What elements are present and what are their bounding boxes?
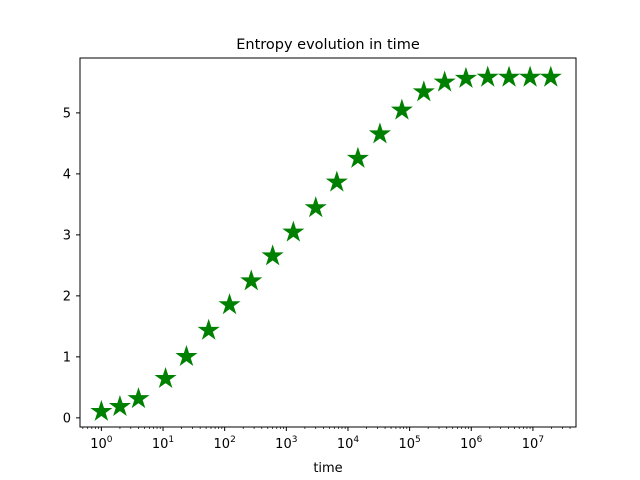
- data-point-star: [454, 66, 477, 88]
- y-tick-label: 3: [63, 228, 71, 243]
- x-tick-label-base: 10: [90, 437, 107, 452]
- data-point-star: [476, 65, 499, 87]
- data-point-star: [412, 80, 435, 102]
- y-tick-label: 1: [63, 350, 71, 365]
- data-point-star: [261, 244, 284, 266]
- x-tick-label-base: 10: [522, 437, 539, 452]
- y-tick-label: 5: [63, 106, 71, 121]
- data-point-star: [346, 146, 369, 168]
- x-tick-label-exponent: 1: [168, 435, 174, 445]
- data-point-star: [240, 269, 263, 291]
- x-tick-label: 106: [460, 435, 483, 452]
- data-point-star: [539, 65, 562, 87]
- data-point-star: [325, 170, 348, 192]
- x-tick-label-base: 10: [460, 437, 477, 452]
- data-point-star: [218, 293, 241, 315]
- x-tick-label-base: 10: [152, 437, 169, 452]
- data-points: [90, 65, 562, 421]
- data-point-star: [519, 65, 542, 87]
- x-tick-label-exponent: 0: [107, 435, 113, 445]
- y-axis: 0 1 2 3 4 5: [63, 106, 80, 426]
- plot-frame: [79, 57, 577, 428]
- data-point-star: [304, 196, 327, 218]
- x-tick-label-exponent: 3: [292, 435, 298, 445]
- x-tick-label: 105: [398, 435, 420, 452]
- data-point-star: [154, 366, 177, 388]
- y-tick-label: 4: [63, 167, 71, 182]
- x-tick-label-base: 10: [398, 437, 415, 452]
- x-tick-label: 102: [214, 435, 236, 452]
- x-tick-label: 107: [522, 435, 544, 452]
- x-tick-label-exponent: 7: [538, 435, 544, 445]
- data-point-star: [497, 65, 521, 87]
- x-tick-label-base: 10: [214, 437, 231, 452]
- x-tick-label-exponent: 2: [230, 435, 236, 445]
- data-point-star: [197, 318, 220, 340]
- x-axis-label: time: [313, 461, 342, 476]
- x-tick-label-base: 10: [337, 437, 354, 452]
- data-point-star: [127, 387, 150, 409]
- y-tick-label: 2: [63, 289, 71, 304]
- data-point-star: [90, 399, 113, 421]
- x-tick-label-base: 10: [275, 437, 292, 452]
- x-tick-label: 101: [152, 435, 174, 452]
- data-point-star: [390, 98, 413, 120]
- data-point-star: [175, 345, 198, 367]
- x-tick-label: 103: [275, 435, 297, 452]
- data-point-star: [282, 220, 305, 242]
- data-point-star: [108, 395, 131, 417]
- x-tick-label-exponent: 4: [353, 435, 359, 445]
- data-point-star: [433, 70, 456, 92]
- x-axis: 100 101 102 103 104 105 106 107: [82, 427, 571, 452]
- chart-title: Entropy evolution in time: [236, 37, 420, 53]
- x-tick-label-exponent: 5: [415, 435, 421, 445]
- x-tick-label: 104: [337, 435, 360, 452]
- y-tick-label: 0: [63, 411, 71, 426]
- x-tick-label: 100: [90, 435, 113, 452]
- data-point-star: [368, 122, 391, 144]
- x-tick-label-exponent: 6: [477, 435, 483, 445]
